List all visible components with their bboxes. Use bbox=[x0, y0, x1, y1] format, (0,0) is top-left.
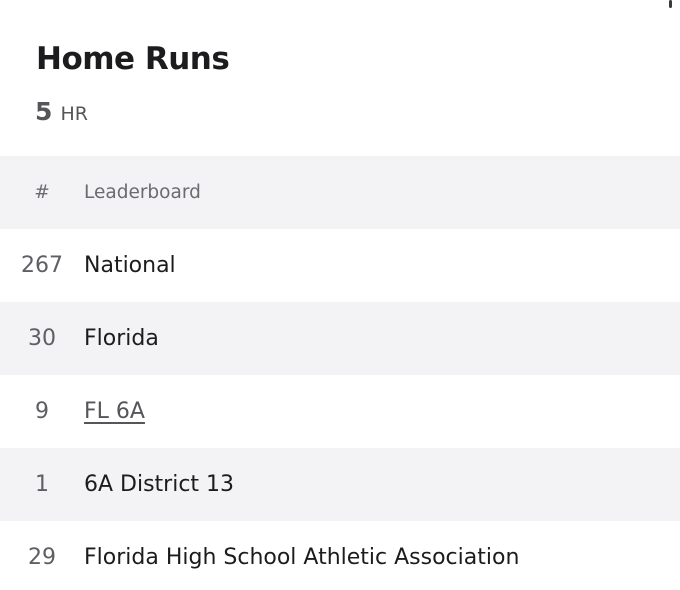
rank-value: 1 bbox=[35, 472, 49, 497]
table-row: 267 National bbox=[0, 229, 680, 302]
scrollbar[interactable] bbox=[669, 0, 672, 8]
table-row: 9 FL 6A bbox=[0, 375, 680, 448]
table-row: 30 Florida bbox=[0, 302, 680, 375]
stat-summary: 5 HR bbox=[35, 96, 88, 131]
rank-value: 9 bbox=[35, 399, 49, 424]
leaderboard-table: # Leaderboard 267 National 30 Florida 9 … bbox=[0, 156, 680, 590]
leaderboard-name: Florida High School Athletic Association bbox=[84, 545, 520, 570]
leaderboard-name: 6A District 13 bbox=[84, 472, 235, 497]
leaderboard-name: National bbox=[84, 253, 176, 278]
rank-value: 267 bbox=[21, 253, 63, 278]
rank-value: 30 bbox=[28, 326, 56, 351]
leaderboard-link-fl-6a[interactable]: FL 6A bbox=[84, 399, 145, 424]
stat-unit: HR bbox=[60, 103, 89, 125]
table-header: # Leaderboard bbox=[0, 156, 680, 229]
table-row: 29 Florida High School Athletic Associat… bbox=[0, 521, 680, 590]
page-title: Home Runs bbox=[36, 41, 230, 77]
table-row: 1 6A District 13 bbox=[0, 448, 680, 521]
rank-value: 29 bbox=[28, 545, 56, 570]
stat-value: 5 bbox=[35, 97, 53, 126]
leaderboard-column-header: Leaderboard bbox=[84, 182, 201, 203]
rank-column-header: # bbox=[34, 182, 50, 203]
leaderboard-name: Florida bbox=[84, 326, 159, 351]
